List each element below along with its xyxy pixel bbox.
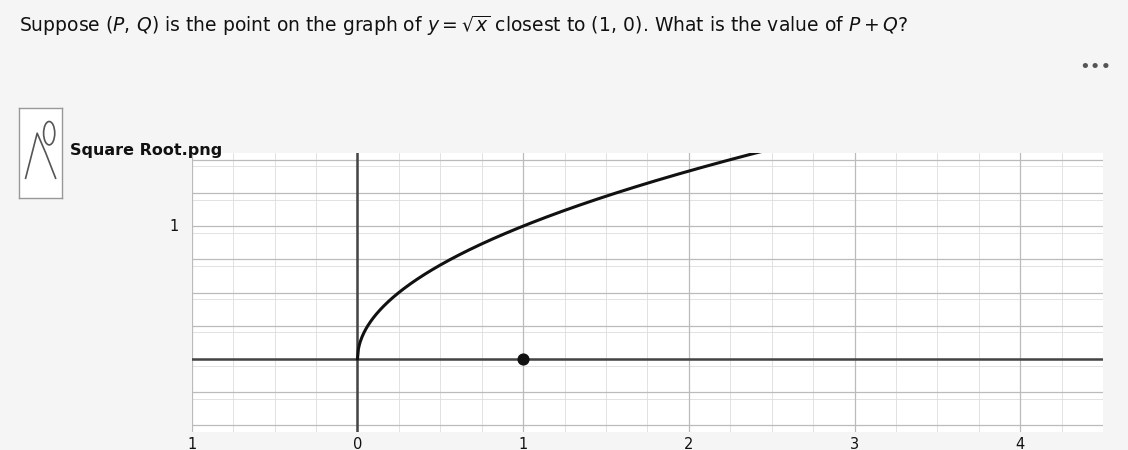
- Text: 2: 2: [685, 437, 694, 450]
- Text: 4: 4: [1015, 437, 1025, 450]
- Text: 1: 1: [187, 437, 196, 450]
- Text: 0: 0: [353, 437, 362, 450]
- Point: [514, 356, 532, 363]
- Text: 1: 1: [519, 437, 528, 450]
- Text: 1: 1: [169, 219, 178, 234]
- Text: Suppose $(P,\,Q)$ is the point on the graph of $y=\sqrt{x}$ closest to $(1,\,0)$: Suppose $(P,\,Q)$ is the point on the gr…: [19, 14, 908, 38]
- Text: 3: 3: [851, 437, 860, 450]
- Text: •••: •••: [1078, 58, 1111, 76]
- Text: Square Root.png: Square Root.png: [70, 143, 222, 158]
